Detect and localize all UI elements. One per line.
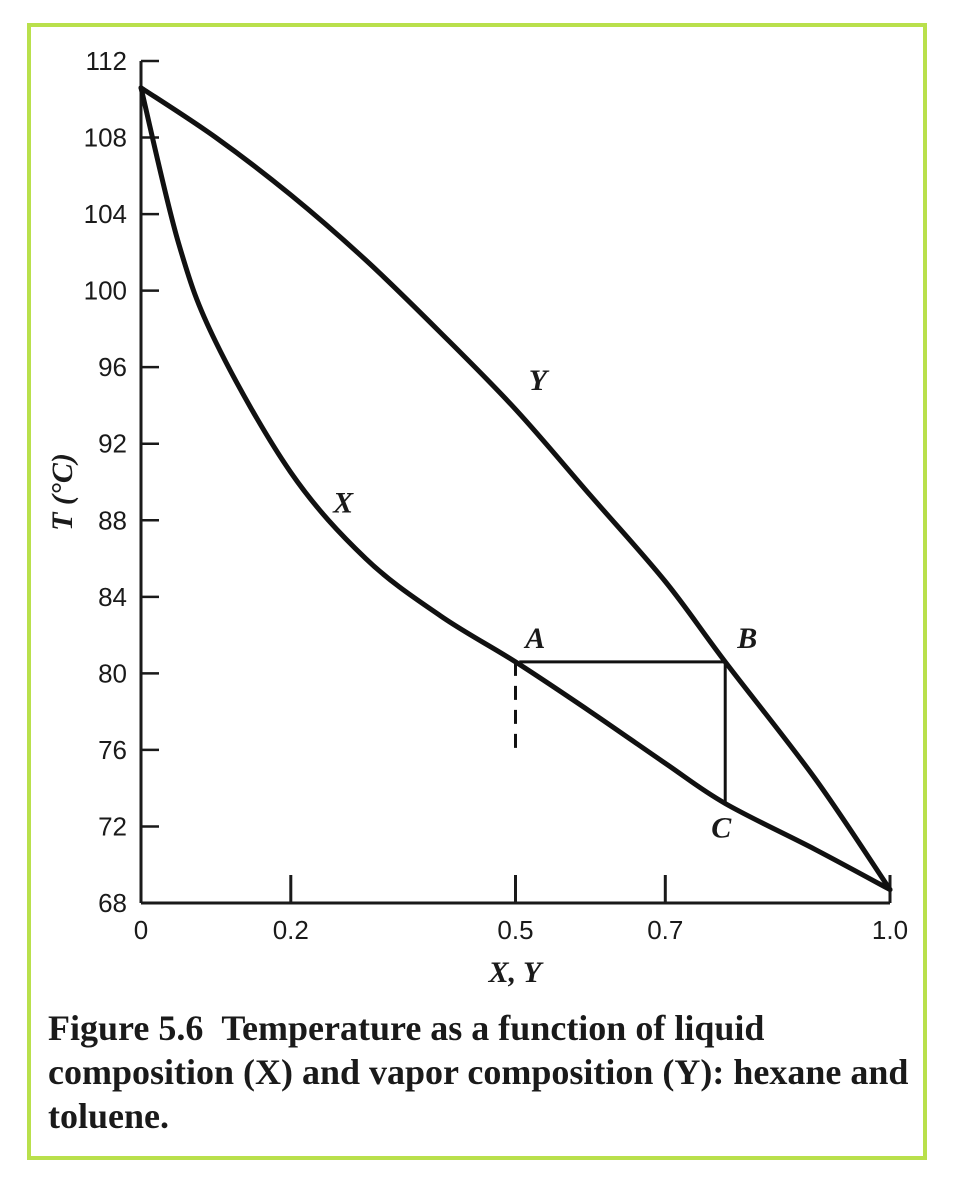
- caption-text: Temperature as a function of liquid comp…: [48, 1008, 909, 1136]
- y-tick-label: 80: [98, 658, 127, 688]
- y-tick-label: 96: [98, 352, 127, 382]
- figure-frame: [27, 23, 927, 1160]
- curves: [138, 85, 893, 893]
- series-label-y: Y: [529, 364, 550, 397]
- phase-diagram-chart: 68 72 76 80 84 88 92 96 100 104 108 112 0 0.2 0.5 0.7 1.…: [46, 46, 908, 989]
- y-tick-label: 92: [98, 429, 127, 459]
- y-tick-label: 84: [98, 582, 127, 612]
- series-x-line: [138, 85, 893, 893]
- figure-number: Figure 5.6: [48, 1008, 204, 1048]
- x-tick-label: 0.7: [647, 915, 683, 945]
- y-tick-label: 100: [84, 276, 127, 306]
- x-tick-label: 0.2: [273, 915, 309, 945]
- labels: A B C X Y: [332, 364, 757, 845]
- x-tick-label: 0.5: [497, 915, 533, 945]
- ticks: 68 72 76 80 84 88 92 96 100 104 108 112 0 0.2 0.5 0.7 1.…: [84, 46, 908, 945]
- point-label-a: A: [523, 622, 545, 655]
- y-tick-label: 108: [84, 123, 127, 153]
- y-tick-label: 112: [86, 46, 127, 76]
- series-y-line: [138, 85, 893, 893]
- x-axis-title: X, Y: [488, 956, 544, 989]
- y-axis-title: T (°C): [46, 453, 79, 531]
- point-label-c: C: [711, 811, 732, 844]
- y-tick-label: 68: [98, 888, 127, 918]
- figure-caption: Figure 5.6 Temperature as a function of l…: [48, 1006, 918, 1138]
- series-label-x: X: [332, 487, 354, 520]
- y-tick-label: 104: [84, 199, 127, 229]
- x-tick-label: 1.0: [872, 915, 908, 945]
- axes: [139, 61, 890, 905]
- y-tick-label: 72: [98, 811, 127, 841]
- point-label-b: B: [736, 622, 757, 655]
- y-tick-label: 76: [98, 735, 127, 765]
- y-tick-label: 88: [98, 505, 127, 535]
- x-tick-label: 0: [134, 915, 148, 945]
